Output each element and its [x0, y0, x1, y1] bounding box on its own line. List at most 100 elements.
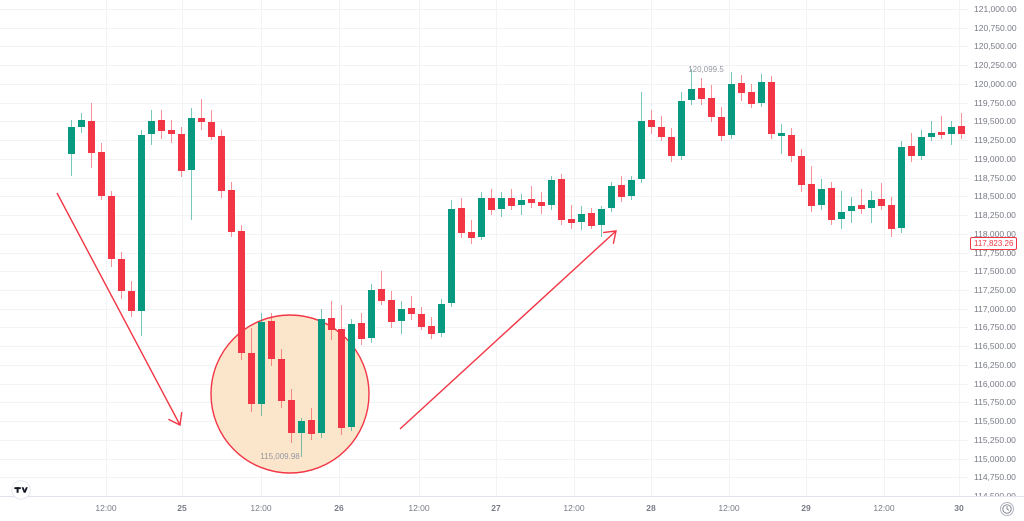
candle-body [588, 212, 595, 226]
time-axis-tick: 28 [646, 503, 656, 513]
candle-body [498, 198, 505, 210]
candle-body [378, 289, 385, 301]
candle-body [508, 197, 515, 207]
price-axis-tick: 116,000.00 [974, 379, 1016, 389]
candle-body [118, 259, 125, 292]
price-axis-tick: 119,750.00 [974, 98, 1016, 108]
candle-body [628, 180, 635, 197]
candle-body [558, 179, 565, 220]
candle-body [258, 322, 265, 404]
candle-body [308, 420, 315, 435]
candle-body [638, 120, 645, 180]
price-axis-tick: 115,250.00 [974, 435, 1016, 445]
time-axis-tick: 30 [954, 503, 964, 513]
candle-wick [961, 112, 962, 139]
period-low-label: 115,009.98 [260, 452, 300, 461]
candle-body [928, 132, 935, 137]
candle-body [518, 199, 525, 206]
candle-body [428, 325, 435, 335]
candle-wick [781, 123, 782, 155]
candle-body [188, 118, 195, 171]
candle-body [858, 205, 865, 210]
candle-body [718, 116, 725, 136]
price-axis-tick: 117,250.00 [974, 285, 1016, 295]
last-price-tag[interactable]: 117,823.26 [970, 237, 1018, 250]
candle-body [568, 219, 575, 223]
candle-body [898, 146, 905, 229]
candle-body [698, 87, 705, 100]
price-axis-tick: 115,500.00 [974, 416, 1016, 426]
price-axis-tick: 118,500.00 [974, 191, 1016, 201]
candle-body [548, 180, 555, 206]
price-axis-tick: 120,000.00 [974, 79, 1017, 89]
candle-body [528, 199, 535, 203]
candle-wick [531, 186, 532, 208]
candle-body [778, 132, 785, 136]
candle-body [728, 83, 735, 136]
candlestick-series [68, 68, 965, 458]
candle-body [218, 135, 225, 191]
candle-body [658, 126, 665, 138]
candle-body [388, 299, 395, 322]
price-axis-tick: 119,250.00 [974, 135, 1016, 145]
tradingview-logo[interactable] [10, 479, 32, 501]
candle-body [448, 209, 455, 303]
price-axis-tick: 119,500.00 [974, 116, 1016, 126]
price-axis-tick: 117,500.00 [974, 266, 1016, 276]
time-axis-tick: 12:00 [250, 503, 272, 513]
price-axis-tick: 119,000.00 [974, 154, 1016, 164]
candle-wick [381, 270, 382, 306]
candle-body [878, 199, 885, 207]
candle-wick [571, 204, 572, 229]
candle-body [948, 126, 955, 135]
candle-body [738, 83, 745, 94]
candle-body [408, 308, 415, 315]
candle-wick [691, 68, 692, 106]
price-axis-tick: 118,000.00 [974, 229, 1016, 239]
candle-wick [841, 190, 842, 229]
chart-plot-area[interactable]: 120,099.5 115,009.98 [0, 0, 968, 496]
price-axis-tick: 116,500.00 [974, 341, 1016, 351]
candle-body [938, 132, 945, 136]
price-axis-tick: 120,250.00 [974, 60, 1017, 70]
candle-body [888, 205, 895, 229]
candle-body [298, 421, 305, 433]
clock-icon[interactable] [1000, 502, 1014, 516]
downtrend-arrow[interactable] [56, 192, 183, 427]
candle-body [578, 213, 585, 223]
candle-body [788, 135, 795, 157]
candle-body [108, 196, 115, 260]
price-axis[interactable]: 117,823.26 121,000.00 120,750.00 120,500.0… [968, 0, 1024, 500]
candle-body [68, 127, 75, 155]
price-axis-tick: 118,750.00 [974, 173, 1016, 183]
candle-body [818, 189, 825, 206]
candle-body [458, 208, 465, 233]
candle-body [958, 125, 965, 134]
candle-body [908, 145, 915, 157]
price-axis-tick: 116,750.00 [974, 322, 1016, 332]
candle-body [88, 120, 95, 153]
price-extreme-labels: 120,099.5 115,009.98 [260, 66, 724, 461]
candle-body [348, 323, 355, 428]
candle-body [78, 119, 85, 127]
time-axis-tick: 12:00 [563, 503, 585, 513]
candle-body [398, 309, 405, 322]
candle-body [808, 183, 815, 207]
time-axis-tick: 12:00 [718, 503, 740, 513]
candle-body [328, 318, 335, 330]
candle-wick [201, 99, 202, 130]
candle-body [758, 82, 765, 103]
uptrend-arrow[interactable] [399, 230, 617, 430]
candle-body [678, 100, 685, 156]
candle-body [98, 151, 105, 197]
candle-body [468, 231, 475, 239]
time-axis-tick: 29 [801, 503, 811, 513]
candle-body [688, 88, 695, 100]
time-axis-tick: 12:00 [873, 503, 895, 513]
candle-wick [301, 418, 302, 458]
candle-body [238, 231, 245, 353]
time-axis-tick: 27 [491, 503, 501, 513]
time-axis[interactable]: 12:00 25 12:00 26 12:00 27 12:00 28 12:00 29 12:00… [0, 496, 1024, 521]
candle-body [608, 186, 615, 209]
price-axis-tick: 115,750.00 [974, 397, 1016, 407]
